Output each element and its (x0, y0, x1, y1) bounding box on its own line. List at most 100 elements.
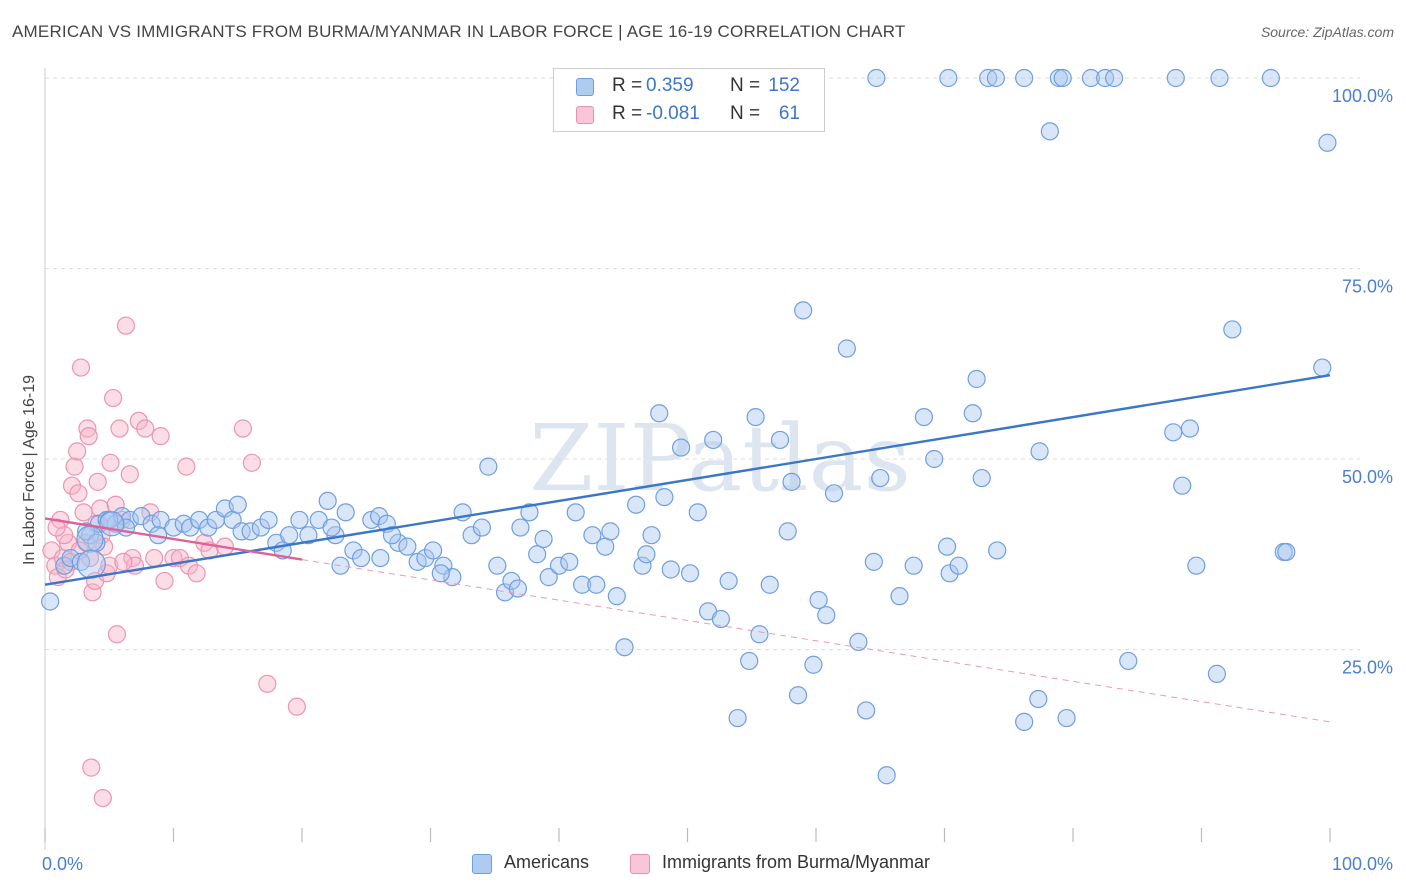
burma-point (78, 419, 97, 438)
american-point (939, 68, 958, 88)
legend-r-label: R = (612, 75, 643, 96)
american-point (596, 537, 615, 556)
american-point (794, 301, 813, 320)
american-point (41, 592, 60, 611)
american-point (416, 548, 435, 568)
american-point (290, 510, 309, 530)
burma-point (110, 419, 129, 438)
american-point (566, 503, 585, 522)
american-point (719, 571, 738, 591)
y-tick-label: 75.0% (1342, 277, 1393, 297)
american-point (251, 518, 270, 537)
american-point (1015, 68, 1034, 88)
american-point (389, 533, 408, 552)
american-point (607, 587, 626, 606)
american-point (949, 556, 968, 575)
burma-point (145, 548, 164, 568)
american-point (864, 552, 883, 571)
american-point (760, 575, 779, 594)
american-point (837, 339, 856, 358)
american-point (443, 568, 462, 587)
chart-title: AMERICAN VS IMMIGRANTS FROM BURMA/MYANMA… (12, 22, 906, 41)
american-point (1081, 68, 1101, 88)
american-point (1313, 358, 1332, 377)
american-point (534, 529, 553, 549)
american-point (344, 541, 363, 560)
american-point (782, 472, 801, 491)
american-point (322, 518, 341, 537)
american-point (479, 457, 498, 476)
burma-point (187, 564, 206, 583)
american-point (1057, 708, 1076, 728)
american-point (382, 526, 402, 545)
x-tick-label: 0.0% (42, 854, 83, 874)
american-point (967, 369, 986, 389)
american-point (398, 537, 417, 556)
american-point (76, 525, 104, 553)
american-point (1318, 133, 1337, 152)
american-point (549, 556, 569, 575)
american-point (76, 549, 106, 579)
american-point (431, 564, 450, 583)
american-point (770, 430, 790, 450)
american-point (688, 503, 707, 522)
burma-point (107, 625, 127, 644)
watermark: ZIPatlas (529, 405, 910, 512)
burma-point (62, 476, 82, 495)
burma-points (42, 316, 306, 808)
american-point (937, 537, 957, 556)
american-point (661, 560, 680, 579)
american-point (601, 522, 620, 541)
american-point (142, 514, 161, 533)
american-point (488, 556, 507, 575)
burma-point (177, 457, 196, 476)
burma-point (93, 788, 112, 808)
legend-n-value: 61 (778, 103, 800, 124)
axes (44, 68, 1331, 850)
american-point (587, 575, 606, 594)
american-point (462, 526, 481, 545)
american-point (423, 541, 443, 560)
american-point (914, 407, 934, 427)
american-point (1173, 476, 1192, 495)
american-point (1277, 542, 1296, 562)
american-point (502, 571, 521, 591)
burma-point (65, 457, 84, 476)
american-point (804, 655, 823, 674)
series-label-americans: Americans (504, 852, 590, 872)
legend-swatch-burma (576, 106, 594, 124)
american-point (972, 468, 991, 488)
x-tick-label: 100.0% (1332, 854, 1393, 874)
american-point (904, 556, 923, 575)
american-point (241, 522, 260, 541)
american-point (1210, 68, 1229, 88)
legend-row-americans: R = 0.359 N = 152 (554, 73, 824, 101)
american-point (986, 68, 1006, 88)
burma-point (55, 526, 74, 545)
legend-n-label: N = (730, 103, 761, 124)
trend-lines (44, 373, 1331, 723)
american-point (1029, 689, 1048, 709)
burma-point (258, 674, 277, 693)
american-point (778, 522, 797, 541)
american-point (573, 575, 592, 594)
burma-point (242, 453, 261, 472)
correlation-legend: R = 0.359 N = 152 R = -0.081 N = 61 (553, 68, 825, 132)
y-tick-label: 25.0% (1342, 658, 1393, 678)
american-point (704, 430, 723, 450)
american-point (1187, 556, 1206, 575)
burma-point (83, 583, 102, 602)
american-point (1166, 68, 1185, 88)
american-point (331, 556, 350, 575)
american-point (809, 590, 828, 610)
american-point (680, 564, 700, 583)
legend-row-burma: R = -0.081 N = 61 (554, 101, 824, 129)
american-point (642, 526, 661, 545)
american-point (988, 541, 1007, 560)
american-point (583, 526, 602, 545)
burma-point (129, 411, 148, 430)
burma-point (114, 552, 133, 571)
american-point (788, 686, 808, 705)
legend-n-value: 152 (768, 75, 800, 96)
